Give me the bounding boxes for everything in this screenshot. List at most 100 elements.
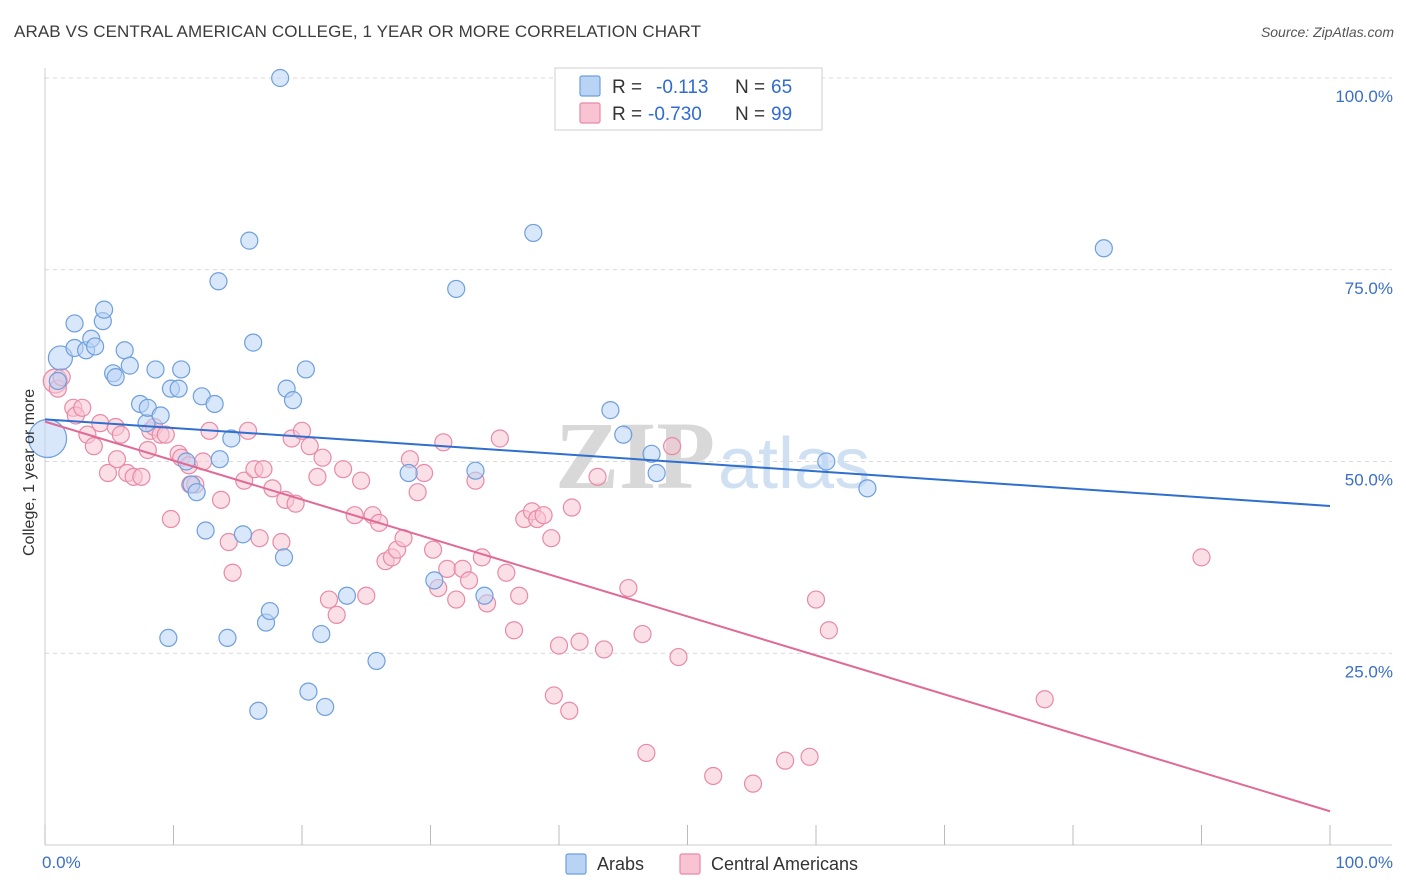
arab-point-47 bbox=[337, 586, 357, 605]
arab-point-31 bbox=[218, 628, 237, 648]
arab-point-36 bbox=[249, 701, 268, 720]
chart-source: Source: ZipAtlas.com bbox=[1260, 24, 1394, 40]
central-american-point-21 bbox=[161, 509, 181, 529]
arabs-points bbox=[27, 68, 1113, 720]
central-american-point-88 bbox=[633, 624, 652, 644]
arab-point-51 bbox=[447, 279, 466, 299]
arab-point-23 bbox=[177, 452, 196, 471]
arab-point-17 bbox=[146, 360, 165, 379]
arab-point-59 bbox=[817, 452, 836, 471]
central-american-point-51 bbox=[357, 586, 376, 605]
central-american-point-11 bbox=[107, 450, 127, 469]
legend-n-value-central-americans: 99 bbox=[771, 104, 792, 125]
central-american-point-33 bbox=[238, 421, 258, 440]
central-american-point-86 bbox=[594, 640, 614, 659]
x-tick-label-1: 100.0% bbox=[1335, 853, 1393, 872]
arab-point-60 bbox=[858, 479, 877, 498]
central-american-point-36 bbox=[254, 460, 273, 479]
arab-point-7 bbox=[86, 337, 105, 356]
grid-lines bbox=[45, 77, 1392, 654]
watermark: ZIP atlas bbox=[555, 402, 870, 509]
y-tick-label-3: 25.0% bbox=[1345, 662, 1393, 681]
arab-point-55 bbox=[601, 401, 620, 420]
central-american-point-15 bbox=[132, 467, 151, 486]
arab-point-34 bbox=[240, 231, 259, 250]
central-american-point-99 bbox=[1192, 548, 1211, 567]
arab-point-52 bbox=[466, 461, 485, 480]
arab-point-57 bbox=[642, 444, 661, 463]
x-tick-label-0: 0.0% bbox=[42, 853, 81, 872]
central-american-point-65 bbox=[447, 590, 466, 609]
central-american-point-73 bbox=[504, 621, 524, 640]
legend-r-value-arabs: -0.113 bbox=[656, 77, 708, 98]
arab-point-19 bbox=[159, 628, 178, 648]
y-tick-label-2: 50.0% bbox=[1345, 471, 1393, 490]
central-american-point-93 bbox=[743, 774, 763, 793]
arab-point-30 bbox=[210, 450, 229, 469]
legend-swatch-central-americans bbox=[579, 102, 601, 124]
central-american-point-92 bbox=[704, 766, 723, 786]
central-american-point-97 bbox=[819, 621, 838, 640]
arab-point-43 bbox=[296, 360, 315, 379]
central-american-point-83 bbox=[562, 498, 581, 517]
arab-point-32 bbox=[222, 429, 241, 448]
arab-point-45 bbox=[312, 624, 331, 644]
legend-n-value-arabs: 65 bbox=[771, 77, 792, 98]
central-american-point-12 bbox=[111, 425, 130, 444]
central-american-point-46 bbox=[319, 590, 339, 609]
arab-point-11 bbox=[106, 368, 125, 387]
central-american-point-98 bbox=[1035, 690, 1054, 709]
central-american-point-81 bbox=[549, 636, 569, 655]
arab-point-22 bbox=[172, 360, 191, 379]
central-american-point-96 bbox=[806, 590, 826, 609]
legend-r-label-central-americans: R = bbox=[612, 104, 642, 125]
arab-point-35 bbox=[244, 333, 263, 352]
arab-point-18 bbox=[151, 406, 170, 425]
legend-r-label-arabs: R = bbox=[612, 77, 642, 98]
central-american-point-42 bbox=[292, 421, 312, 440]
central-american-point-50 bbox=[352, 471, 371, 490]
central-american-point-60 bbox=[414, 463, 434, 483]
central-american-point-7 bbox=[84, 437, 103, 456]
central-american-point-72 bbox=[497, 563, 516, 582]
central-american-point-82 bbox=[560, 701, 579, 720]
central-american-point-44 bbox=[308, 467, 327, 486]
arabs-trend-line bbox=[44, 418, 1331, 507]
arab-point-53 bbox=[475, 586, 494, 605]
arab-point-9 bbox=[95, 300, 114, 319]
central-american-point-29 bbox=[211, 490, 231, 509]
arab-point-28 bbox=[205, 394, 224, 414]
central-american-point-90 bbox=[662, 437, 682, 456]
arab-point-2 bbox=[48, 371, 67, 391]
arab-point-29 bbox=[209, 272, 228, 291]
central-american-point-30 bbox=[219, 532, 238, 552]
central-american-point-47 bbox=[327, 605, 346, 625]
central-americans-trend-line bbox=[44, 420, 1331, 813]
chart-title: ARAB VS CENTRAL AMERICAN COLLEGE, 1 YEAR… bbox=[14, 22, 702, 41]
central-americans-points bbox=[42, 368, 1211, 793]
arab-point-33 bbox=[233, 525, 252, 544]
arab-point-49 bbox=[399, 463, 418, 483]
central-american-point-79 bbox=[542, 529, 561, 548]
legend-swatch-arabs bbox=[579, 75, 601, 97]
central-american-point-9 bbox=[98, 463, 118, 483]
arab-point-61 bbox=[1094, 239, 1113, 258]
y-tick-label-1: 75.0% bbox=[1345, 279, 1393, 298]
arab-point-38 bbox=[260, 601, 279, 621]
central-american-point-31 bbox=[223, 563, 242, 582]
central-american-point-20 bbox=[156, 425, 175, 444]
central-american-point-67 bbox=[459, 571, 479, 590]
y-tick-label-0: 100.0% bbox=[1335, 87, 1393, 106]
central-american-point-38 bbox=[272, 532, 291, 552]
bottom-legend-swatch-arabs bbox=[565, 853, 587, 875]
bottom-legend-swatch-central-americans bbox=[679, 853, 701, 875]
arab-point-42 bbox=[283, 391, 303, 410]
arab-point-4 bbox=[65, 314, 84, 333]
arab-point-13 bbox=[120, 356, 139, 375]
central-american-point-5 bbox=[73, 398, 92, 417]
legend-n-label-arabs: N = bbox=[735, 77, 765, 98]
arab-point-12 bbox=[115, 341, 134, 360]
central-american-point-95 bbox=[800, 747, 819, 766]
central-american-point-87 bbox=[619, 578, 638, 598]
central-american-point-74 bbox=[510, 586, 529, 605]
